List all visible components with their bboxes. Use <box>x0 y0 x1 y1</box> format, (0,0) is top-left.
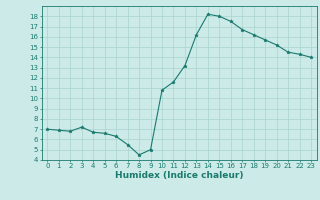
X-axis label: Humidex (Indice chaleur): Humidex (Indice chaleur) <box>115 171 244 180</box>
